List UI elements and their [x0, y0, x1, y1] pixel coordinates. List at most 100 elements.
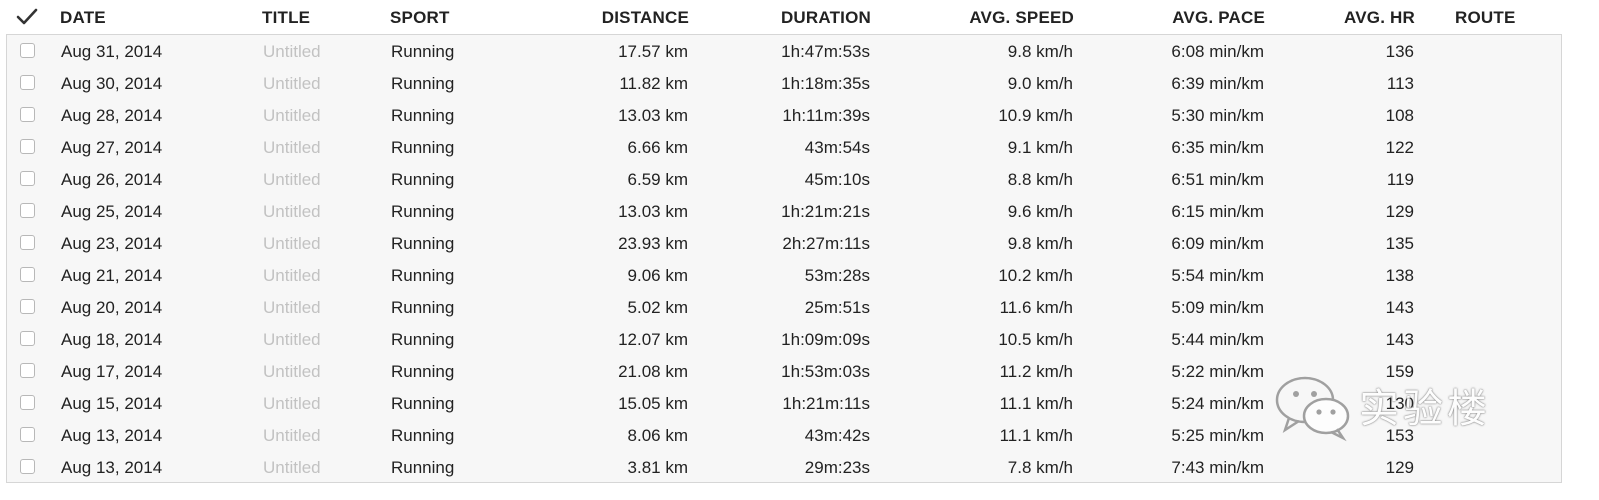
cell-avg-speed: 11.1 km/h: [999, 394, 1073, 413]
table-row[interactable]: Aug 15, 2014 Untitled Running 15.05 km 1h:21…: [7, 387, 1561, 419]
cell-avg-hr: 108: [1385, 106, 1414, 125]
cell-avg-speed: 9.0 km/h: [1007, 74, 1073, 93]
row-checkbox[interactable]: [20, 427, 35, 442]
cell-avg-pace: 5:44 min/km: [1171, 330, 1264, 349]
row-checkbox[interactable]: [20, 107, 35, 122]
cell-title[interactable]: Untitled: [263, 106, 321, 125]
cell-date: Aug 26, 2014: [61, 170, 163, 189]
table-row[interactable]: Aug 18, 2014 Untitled Running 12.07 km 1h:09…: [7, 323, 1561, 355]
cell-date: Aug 20, 2014: [61, 298, 163, 317]
cell-duration: 53m:28s: [804, 266, 870, 285]
cell-title[interactable]: Untitled: [263, 234, 321, 253]
cell-sport: Running: [391, 234, 455, 253]
cell-title[interactable]: Untitled: [263, 266, 321, 285]
cell-duration: 43m:54s: [804, 138, 870, 157]
cell-avg-speed: 9.8 km/h: [1007, 234, 1073, 253]
cell-duration: 43m:42s: [804, 426, 870, 445]
cell-sport: Running: [391, 106, 455, 125]
cell-distance: 8.06 km: [627, 426, 688, 445]
table-row[interactable]: Aug 26, 2014 Untitled Running 6.59 km 45m:10…: [7, 163, 1561, 195]
row-checkbox[interactable]: [20, 139, 35, 154]
cell-avg-speed: 11.2 km/h: [999, 362, 1073, 381]
row-checkbox[interactable]: [20, 331, 35, 346]
table-row[interactable]: Aug 21, 2014 Untitled Running 9.06 km 53m:28…: [7, 259, 1561, 291]
watermark-text: 实验楼: [1359, 386, 1491, 432]
table-row[interactable]: Aug 23, 2014 Untitled Running 23.93 km 2h:27…: [7, 227, 1561, 259]
header-date[interactable]: DATE: [60, 8, 106, 27]
table-row[interactable]: Aug 13, 2014 Untitled Running 3.81 km 29m:23…: [7, 451, 1561, 483]
cell-title[interactable]: Untitled: [263, 202, 321, 221]
cell-avg-hr: 143: [1385, 330, 1414, 349]
cell-distance: 13.03 km: [618, 106, 688, 125]
cell-avg-speed: 7.8 km/h: [1007, 458, 1073, 477]
table-row[interactable]: Aug 27, 2014 Untitled Running 6.66 km 43m:54…: [7, 131, 1561, 163]
cell-avg-hr: 138: [1385, 266, 1414, 285]
cell-sport: Running: [391, 74, 455, 93]
row-checkbox[interactable]: [20, 363, 35, 378]
cell-avg-pace: 6:51 min/km: [1171, 170, 1264, 189]
cell-date: Aug 21, 2014: [61, 266, 163, 285]
row-checkbox[interactable]: [20, 203, 35, 218]
cell-title[interactable]: Untitled: [263, 362, 321, 381]
header-duration[interactable]: DURATION: [780, 8, 871, 27]
cell-distance: 23.93 km: [618, 234, 688, 253]
cell-title[interactable]: Untitled: [263, 42, 321, 61]
table-row[interactable]: Aug 13, 2014 Untitled Running 8.06 km 43m:42…: [7, 419, 1561, 451]
table-row[interactable]: Aug 31, 2014 Untitled Running 17.57 km 1h:47…: [7, 35, 1561, 67]
row-checkbox[interactable]: [20, 235, 35, 250]
header-distance[interactable]: DISTANCE: [601, 8, 689, 27]
table-row[interactable]: Aug 30, 2014 Untitled Running 11.82 km 1h:18…: [7, 67, 1561, 99]
cell-distance: 9.06 km: [627, 266, 688, 285]
header-avg-speed[interactable]: AVG. SPEED: [969, 8, 1074, 27]
cell-title[interactable]: Untitled: [263, 298, 321, 317]
row-checkbox[interactable]: [20, 459, 35, 474]
cell-distance: 6.59 km: [627, 170, 688, 189]
cell-avg-speed: 9.1 km/h: [1007, 138, 1073, 157]
select-all-checkmark-icon[interactable]: [16, 8, 38, 26]
cell-duration: 1h:11m:39s: [782, 106, 870, 125]
row-checkbox[interactable]: [20, 299, 35, 314]
cell-sport: Running: [391, 426, 455, 445]
header-avg-pace[interactable]: AVG. PACE: [1172, 8, 1265, 27]
table-row[interactable]: Aug 20, 2014 Untitled Running 5.02 km 25m:51…: [7, 291, 1561, 323]
row-checkbox[interactable]: [20, 75, 35, 90]
cell-title[interactable]: Untitled: [263, 138, 321, 157]
row-checkbox[interactable]: [20, 43, 35, 58]
cell-sport: Running: [391, 458, 455, 477]
row-checkbox[interactable]: [20, 395, 35, 410]
cell-distance: 5.02 km: [627, 298, 688, 317]
cell-avg-hr: 129: [1385, 202, 1414, 221]
cell-duration: 1h:09m:09s: [781, 330, 870, 349]
cell-avg-hr: 159: [1385, 362, 1414, 381]
cell-avg-hr: 122: [1385, 138, 1414, 157]
table-row[interactable]: Aug 25, 2014 Untitled Running 13.03 km 1h:21…: [7, 195, 1561, 227]
cell-title[interactable]: Untitled: [263, 458, 321, 477]
cell-avg-speed: 10.2 km/h: [998, 266, 1073, 285]
header-title[interactable]: TITLE: [262, 8, 311, 27]
cell-date: Aug 18, 2014: [61, 330, 163, 349]
cell-avg-hr: 136: [1385, 42, 1414, 61]
cell-duration: 2h:27m:11s: [782, 234, 870, 253]
cell-title[interactable]: Untitled: [263, 170, 321, 189]
row-checkbox[interactable]: [20, 267, 35, 282]
cell-avg-pace: 6:15 min/km: [1171, 202, 1264, 221]
cell-title[interactable]: Untitled: [263, 394, 321, 413]
cell-date: Aug 13, 2014: [61, 426, 163, 445]
cell-title[interactable]: Untitled: [263, 330, 321, 349]
cell-distance: 15.05 km: [618, 394, 688, 413]
cell-avg-pace: 5:54 min/km: [1171, 266, 1264, 285]
cell-avg-pace: 5:30 min/km: [1171, 106, 1264, 125]
table-row[interactable]: Aug 17, 2014 Untitled Running 21.08 km 1h:53…: [7, 355, 1561, 387]
row-checkbox[interactable]: [20, 171, 35, 186]
cell-avg-speed: 10.9 km/h: [998, 106, 1073, 125]
cell-avg-speed: 9.6 km/h: [1007, 202, 1073, 221]
header-avg-hr[interactable]: AVG. HR: [1344, 8, 1415, 27]
cell-avg-hr: 129: [1385, 458, 1414, 477]
cell-title[interactable]: Untitled: [263, 74, 321, 93]
cell-avg-speed: 11.1 km/h: [999, 426, 1073, 445]
header-route[interactable]: ROUTE: [1455, 8, 1516, 27]
table-row[interactable]: Aug 28, 2014 Untitled Running 13.03 km 1h:11…: [7, 99, 1561, 131]
cell-duration: 29m:23s: [804, 458, 870, 477]
cell-title[interactable]: Untitled: [263, 426, 321, 445]
header-sport[interactable]: SPORT: [390, 8, 450, 27]
